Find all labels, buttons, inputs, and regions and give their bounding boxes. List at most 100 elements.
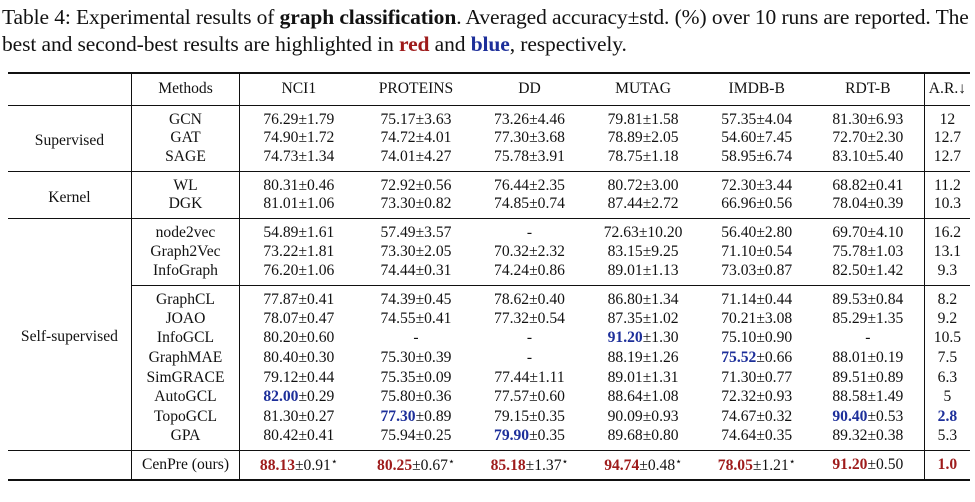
result-mean: 75.78 bbox=[494, 148, 530, 166]
result-std: ±0.19 bbox=[867, 349, 904, 367]
result-mean: 54.89 bbox=[263, 224, 299, 242]
col-header-methods: Methods bbox=[130, 73, 240, 105]
result-cell: 78.89±2.05 bbox=[585, 129, 702, 149]
result-mean: 76.20 bbox=[263, 261, 299, 279]
result-mean: 79.81 bbox=[607, 110, 643, 128]
caption-and: and bbox=[429, 32, 471, 56]
result-std: ±2.05 bbox=[415, 243, 452, 261]
average-rank: 5.3 bbox=[923, 427, 970, 451]
result-cell: 78.07±0.47 bbox=[239, 308, 358, 329]
result-mean: 74.67 bbox=[721, 408, 757, 426]
result-std: ±0.89 bbox=[415, 408, 452, 426]
result-mean: 88.13 bbox=[259, 456, 295, 474]
result-std: ±1.61 bbox=[298, 224, 335, 242]
result-std: ±1.26 bbox=[642, 349, 679, 367]
average-rank: 12.7 bbox=[923, 148, 970, 172]
table-row: GAT 74.90±1.72 74.72±4.01 77.30±3.68 78.89±2… bbox=[8, 128, 970, 149]
result-mean: 75.17 bbox=[380, 110, 416, 128]
result-mean: 75.10 bbox=[721, 329, 757, 347]
result-std: ±0.36 bbox=[415, 388, 452, 406]
group-label-empty bbox=[8, 451, 131, 480]
result-cell: 73.26±4.46 bbox=[474, 105, 584, 129]
method-name: JOAO bbox=[130, 308, 240, 329]
result-cell: 72.30±3.44 bbox=[702, 172, 812, 196]
result-mean: 75.52 bbox=[721, 349, 757, 367]
result-std: ±0.89 bbox=[867, 368, 904, 386]
result-std: ±1.34 bbox=[642, 290, 679, 308]
result-std: ±0.41 bbox=[415, 309, 452, 327]
result-cell: 77.44±1.11 bbox=[474, 368, 584, 388]
result-mean: 80.25 bbox=[377, 456, 413, 474]
result-std: ±1.06 bbox=[298, 195, 335, 213]
result-mean: 75.78 bbox=[832, 243, 868, 261]
method-name: DGK bbox=[130, 195, 240, 219]
result-mean: 83.10 bbox=[832, 148, 868, 166]
result-std: ±0.87 bbox=[756, 261, 793, 279]
result-std: ±1.49 bbox=[867, 388, 904, 406]
table-row: InfoGraph 76.20±1.06 74.44±0.31 74.24±0.86 8… bbox=[8, 261, 970, 286]
col-header-rdt-b: RDT-B bbox=[845, 80, 891, 98]
result-mean: 85.29 bbox=[832, 309, 868, 327]
result-mean: 74.55 bbox=[380, 309, 416, 327]
result-std: ±1.08 bbox=[642, 388, 679, 406]
result-std: ±0.66 bbox=[756, 349, 793, 367]
result-std: ±2.30 bbox=[867, 129, 904, 147]
col-header-mutag: MUTAG bbox=[615, 80, 672, 98]
result-mean: 88.58 bbox=[832, 388, 868, 406]
result-mean: 68.82 bbox=[832, 177, 868, 195]
result-std: ±1.21 bbox=[752, 456, 789, 474]
result-cell: 78.04±0.39 bbox=[812, 195, 925, 219]
result-std: ±0.90 bbox=[756, 329, 793, 347]
result-mean: 57.35 bbox=[721, 110, 757, 128]
result-std: ±0.45 bbox=[415, 290, 452, 308]
result-cell: 89.53±0.84 bbox=[811, 284, 925, 309]
result-std: ±0.38 bbox=[867, 427, 904, 444]
result-std: ±1.31 bbox=[642, 368, 679, 386]
significance-star: ⋆ bbox=[788, 455, 796, 468]
average-rank: 12.7 bbox=[923, 128, 970, 149]
col-header-dd: DD bbox=[518, 80, 541, 98]
result-std: ±4.10 bbox=[867, 224, 904, 242]
result-mean: 88.19 bbox=[607, 349, 643, 367]
result-mean: 72.92 bbox=[380, 177, 416, 195]
result-mean: 74.72 bbox=[380, 129, 416, 147]
result-std: ±0.41 bbox=[867, 177, 904, 195]
col-header-imdb-b: IMDB-B bbox=[728, 80, 785, 98]
result-cell: - bbox=[474, 348, 584, 368]
result-std: ±9.25 bbox=[642, 243, 679, 261]
result-cell: 81.30±0.27 bbox=[239, 407, 358, 427]
result-cell: 73.30±0.82 bbox=[358, 195, 475, 219]
result-std: ±3.57 bbox=[415, 224, 452, 242]
result-mean: 90.40 bbox=[832, 408, 868, 426]
result-cell: 54.60±7.45 bbox=[702, 129, 812, 149]
result-mean: 79.90 bbox=[494, 427, 530, 444]
result-cell: 83.10±5.40 bbox=[812, 148, 925, 172]
result-mean: 78.75 bbox=[607, 148, 643, 166]
result-cell: 90.40±0.53 bbox=[812, 407, 925, 427]
result-mean: 73.30 bbox=[380, 243, 416, 261]
result-cell: 77.87±0.41 bbox=[239, 284, 358, 309]
average-rank: 6.3 bbox=[923, 367, 970, 388]
result-mean: 79.12 bbox=[263, 368, 299, 386]
average-rank: 10.3 bbox=[923, 195, 970, 219]
result-mean: 78.89 bbox=[607, 129, 643, 147]
table-row-ours: CenPre (ours) 88.13±0.91⋆ 80.25±0.67⋆ 85.18… bbox=[8, 450, 970, 480]
result-cell: 88.58±1.49 bbox=[812, 388, 925, 408]
caption-red-word: red bbox=[399, 32, 430, 56]
method-name: GCN bbox=[130, 105, 240, 129]
result-cell: 80.31±0.46 bbox=[239, 171, 358, 196]
result-cell: 75.52±0.66 bbox=[702, 348, 812, 368]
result-mean: 54.60 bbox=[721, 129, 757, 147]
result-std: ±0.82 bbox=[415, 195, 452, 213]
result-cell: 81.30±6.93 bbox=[812, 105, 925, 129]
result-cell: 89.68±0.80 bbox=[585, 427, 702, 451]
result-std: ±2.80 bbox=[756, 224, 793, 242]
result-cell: 77.30±0.89 bbox=[358, 407, 475, 427]
result-cell: 79.81±1.58 bbox=[585, 105, 702, 129]
result-std: ±0.56 bbox=[756, 195, 793, 213]
result-cell: 76.44±2.35 bbox=[474, 172, 584, 196]
result-std: ±6.74 bbox=[756, 148, 793, 166]
result-std: ±0.91 bbox=[295, 456, 331, 474]
result-cell: 87.44±2.72 bbox=[585, 195, 702, 219]
result-std: ±1.81 bbox=[298, 243, 335, 261]
